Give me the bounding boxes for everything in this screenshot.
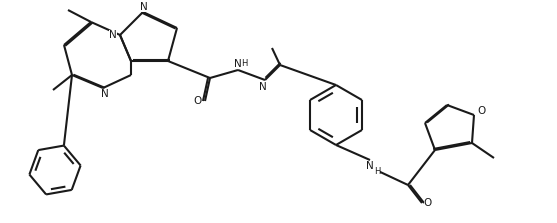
Text: H: H [374,167,380,176]
Text: O: O [194,96,202,106]
Text: O: O [424,198,432,208]
Text: N: N [140,2,148,12]
Text: N: N [101,89,109,99]
Text: H: H [241,60,247,68]
Text: N: N [259,82,267,92]
Text: N: N [366,161,374,171]
Text: O: O [477,106,485,116]
Text: N: N [234,59,242,69]
Text: N: N [109,30,117,40]
